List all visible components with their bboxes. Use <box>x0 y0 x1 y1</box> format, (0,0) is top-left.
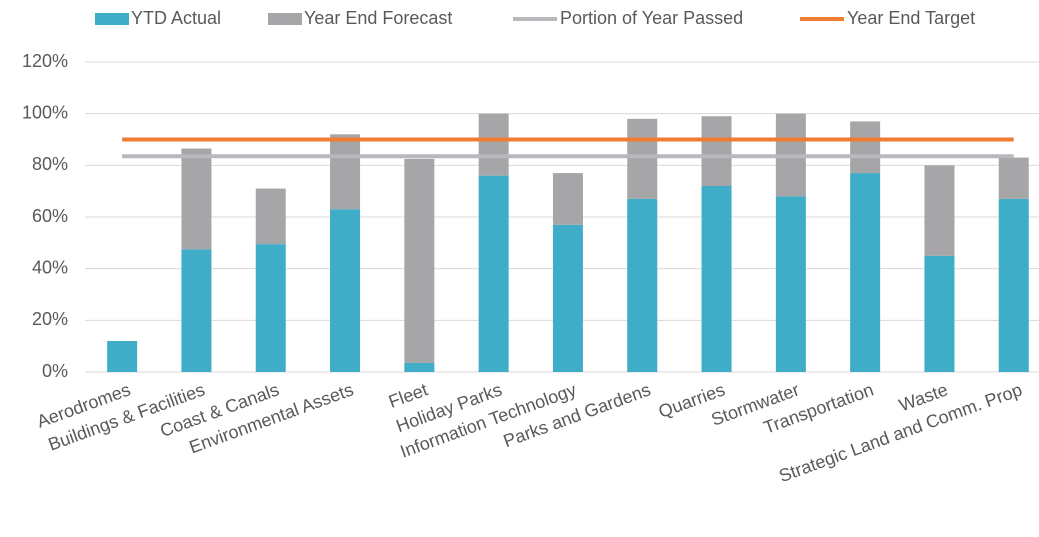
bar <box>775 196 806 372</box>
bar <box>107 341 138 372</box>
y-tick-label: 100% <box>22 102 68 122</box>
y-tick-label: 0% <box>42 361 68 381</box>
bar <box>627 198 658 372</box>
y-tick-label: 80% <box>32 154 68 174</box>
bar <box>850 173 881 372</box>
y-tick-label: 40% <box>32 257 68 277</box>
legend-swatch <box>268 13 302 25</box>
bar <box>850 121 881 174</box>
bar <box>404 158 435 363</box>
y-tick-label: 20% <box>32 309 68 329</box>
legend-label: Portion of Year Passed <box>560 8 743 28</box>
bar <box>478 113 509 176</box>
bar <box>181 148 212 250</box>
legend-label: YTD Actual <box>131 8 221 28</box>
bar <box>701 116 732 186</box>
bar <box>924 255 955 372</box>
bar <box>255 244 286 372</box>
y-tick-label: 120% <box>22 51 68 71</box>
bar <box>924 165 955 256</box>
y-tick-label: 60% <box>32 206 68 226</box>
bar <box>404 362 435 372</box>
bar <box>181 249 212 372</box>
bar <box>330 209 361 372</box>
bar <box>998 198 1029 372</box>
legend-label: Year End Forecast <box>304 8 452 28</box>
bar <box>701 186 732 372</box>
bar <box>478 175 509 372</box>
bar <box>255 188 286 245</box>
bar <box>998 157 1029 199</box>
legend-label: Year End Target <box>847 8 975 28</box>
bar <box>627 118 658 199</box>
bar <box>552 173 583 225</box>
legend-swatch <box>95 13 129 25</box>
bar <box>330 134 361 210</box>
bar <box>552 224 583 372</box>
